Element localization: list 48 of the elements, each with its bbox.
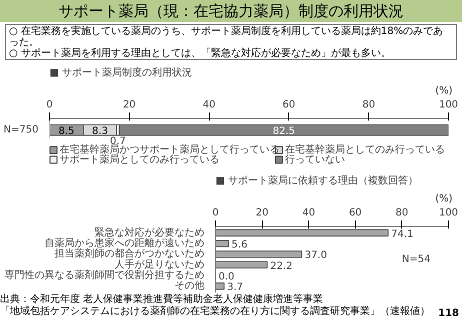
y-tick-label: N=750 xyxy=(4,124,39,136)
data-label: 0.0 xyxy=(218,271,234,282)
data-label: 82.5 xyxy=(272,126,296,138)
y-tick-label: その他 xyxy=(174,280,204,292)
bar xyxy=(118,124,448,136)
source-note: 出典：令和元年度 老人保健事業推進費等補助金老人保健健康増進等事業 xyxy=(0,294,324,305)
x-axis-title: (%) xyxy=(435,86,453,96)
y-tick-label: 自薬局から患家への距離が遠いため xyxy=(44,237,204,250)
text: 「地域包括ケアシステムにおける薬剤師の在宅業務の在り方に関する調査研究事業」（速報値） xyxy=(0,306,430,317)
text: サポート薬局（現：在宅協力薬局）制度の利用状況 xyxy=(58,1,404,22)
legend-label: 在宅基幹薬局としてのみ行っている xyxy=(284,144,445,156)
data-label: 3.7 xyxy=(227,282,244,294)
bar xyxy=(216,282,225,290)
bar xyxy=(216,261,268,268)
chart-title: ■ サポート薬局制度の利用状況 xyxy=(50,66,192,78)
x-tick-label: 80 xyxy=(362,100,376,110)
text: ○ 在宅業務を実施している薬局のうち、サポート薬局制度を利用している薬局は約18%のみであった。 xyxy=(9,26,444,48)
data-label: 22.2 xyxy=(270,260,292,272)
text: 118 xyxy=(438,308,459,320)
chart-title: ■ サポート薬局に依頼する理由（複数回答） xyxy=(216,174,418,186)
legend-label: サポート薬局としてのみ行っている xyxy=(59,153,220,166)
annotation: N=54 xyxy=(402,254,430,265)
x-tick-label: 40 xyxy=(302,208,316,218)
x-tick-label: 100 xyxy=(438,100,458,110)
x-axis-title: (%) xyxy=(435,194,453,204)
x-tick-label: 40 xyxy=(202,100,216,110)
x-tick-label: 20 xyxy=(122,100,136,110)
y-tick-label: 緊急な対応が必要なため xyxy=(94,226,204,238)
data-label: 8.3 xyxy=(92,126,108,138)
y-tick-label: 担当薬剤師の都合がつかないため xyxy=(54,248,204,260)
data-label: 8.5 xyxy=(58,126,74,138)
x-tick-label: 60 xyxy=(348,208,362,218)
y-tick-label: 専門性の異なる薬剤師間で役割分担するため xyxy=(4,268,204,281)
bar xyxy=(216,229,389,236)
data-label: 5.6 xyxy=(232,240,248,251)
x-tick-label: 80 xyxy=(396,208,408,218)
y-tick-label: 人手が足りないため xyxy=(114,258,204,270)
legend-label: 行っていない xyxy=(284,154,345,166)
x-tick-label: 0 xyxy=(212,208,219,218)
text: ○ サポート薬局を利用する理由としては、「緊急な対応が必要なため」が最も多い。 xyxy=(9,48,391,59)
data-label: 37.0 xyxy=(304,250,327,262)
bar xyxy=(216,240,229,248)
x-tick-label: 0 xyxy=(46,100,53,110)
data-label: 74.1 xyxy=(391,228,414,240)
bar xyxy=(216,250,302,258)
x-tick-label: 100 xyxy=(438,208,458,218)
x-tick-label: 60 xyxy=(282,100,296,110)
x-tick-label: 20 xyxy=(256,208,268,218)
